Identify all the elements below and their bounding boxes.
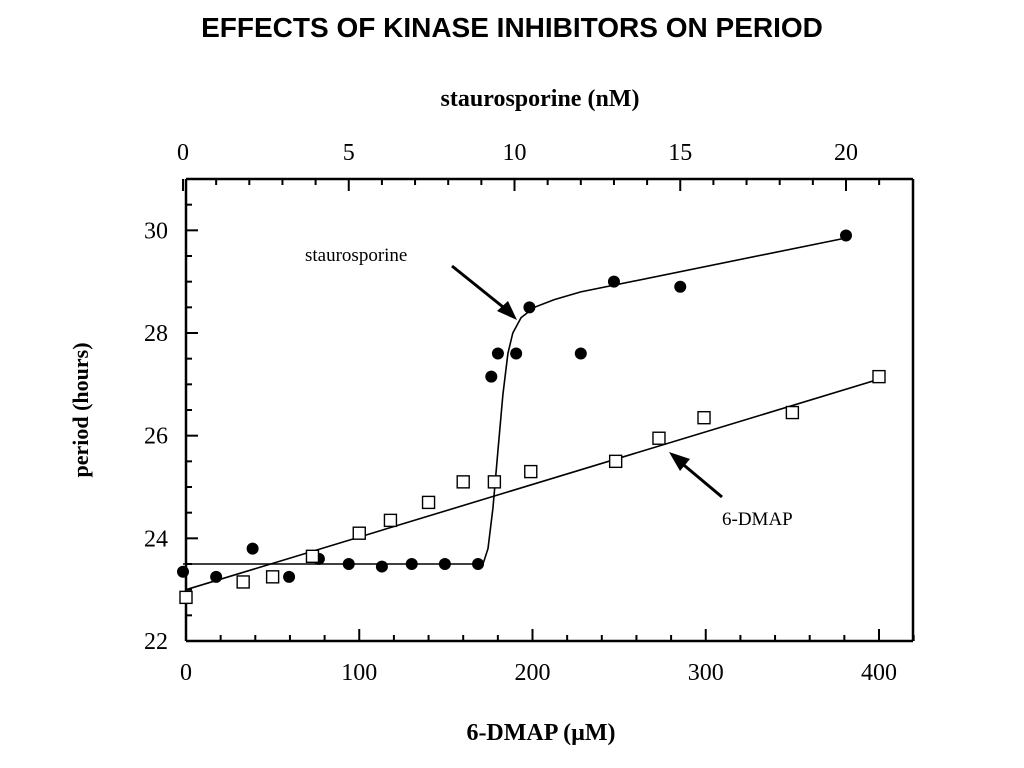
dmap-point — [305, 549, 320, 563]
staurosporine-point — [491, 347, 504, 360]
dmap-point — [608, 454, 623, 469]
dmap-point — [524, 464, 538, 479]
dmap-point — [697, 411, 711, 425]
staurosporine-fit-line — [183, 237, 847, 565]
top-tick-label: 20 — [834, 140, 858, 166]
top-tick-label: 15 — [668, 140, 692, 166]
dmap-point — [872, 369, 886, 384]
dmap-point — [421, 495, 436, 510]
dmap-label: 6-DMAP — [722, 509, 793, 530]
staurosporine-label: staurosporine — [305, 245, 407, 266]
top-tick-label: 5 — [343, 140, 355, 166]
dmap-point — [487, 475, 502, 489]
staurosporine-point — [342, 558, 355, 570]
y-tick-label: 28 — [144, 321, 168, 347]
data-points — [177, 229, 886, 605]
dmap-point — [265, 570, 280, 584]
staurosporine-point — [674, 280, 687, 293]
staurosporine-point — [375, 560, 388, 573]
bottom-tick-label: 200 — [515, 660, 551, 686]
dmap-point — [352, 526, 366, 540]
staurosporine-arrow-shaft — [451, 264, 509, 313]
bottom-tick-label: 100 — [341, 660, 377, 686]
staurosporine-point — [472, 558, 485, 570]
top-tick-label: 10 — [503, 140, 527, 166]
plot-frame — [184, 177, 915, 643]
top-x-axis-label: staurosporine (nM) — [441, 86, 640, 112]
y-tick-label: 22 — [144, 629, 168, 655]
staurosporine-point — [574, 347, 587, 360]
y-axis-label: period (hours) — [68, 342, 93, 477]
dmap-point — [179, 590, 193, 605]
staurosporine-point — [210, 570, 223, 583]
bottom-x-axis-label: 6-DMAP (µM) — [466, 720, 615, 746]
dmap-point — [456, 475, 470, 489]
staurosporine-point — [177, 565, 189, 578]
dmap-arrow-shaft — [678, 459, 723, 499]
dmap-fit-line — [185, 378, 880, 591]
fit-lines — [183, 237, 880, 591]
staurosporine-point — [523, 301, 536, 314]
dmap-point — [383, 513, 398, 528]
staurosporine-point — [438, 558, 451, 570]
y-tick-label: 24 — [144, 526, 168, 552]
top-tick-label: 0 — [177, 140, 189, 166]
staurosporine-point — [246, 542, 259, 555]
staurosporine-point — [607, 275, 620, 288]
bottom-tick-label: 400 — [861, 660, 897, 686]
dmap-point — [652, 431, 666, 445]
staurosporine-point — [485, 370, 498, 383]
staurosporine-point — [405, 558, 418, 570]
staurosporine-point — [510, 347, 523, 360]
staurosporine-point — [840, 229, 852, 242]
staurosporine-point — [283, 570, 296, 583]
staurosporine-annotation: staurosporine — [305, 245, 517, 320]
dmap-point — [785, 405, 800, 420]
staurosporine-arrow-head — [497, 301, 517, 320]
y-tick-label: 30 — [144, 218, 168, 244]
slide-title: EFFECTS OF KINASE INHIBITORS ON PERIOD — [201, 12, 823, 43]
dmap-arrow-head — [669, 452, 690, 471]
dmap-point — [236, 575, 250, 589]
bottom-tick-label: 0 — [180, 660, 192, 686]
bottom-tick-label: 300 — [688, 660, 724, 686]
y-tick-label: 26 — [144, 424, 168, 450]
dmap-annotation: 6-DMAP — [669, 452, 793, 530]
